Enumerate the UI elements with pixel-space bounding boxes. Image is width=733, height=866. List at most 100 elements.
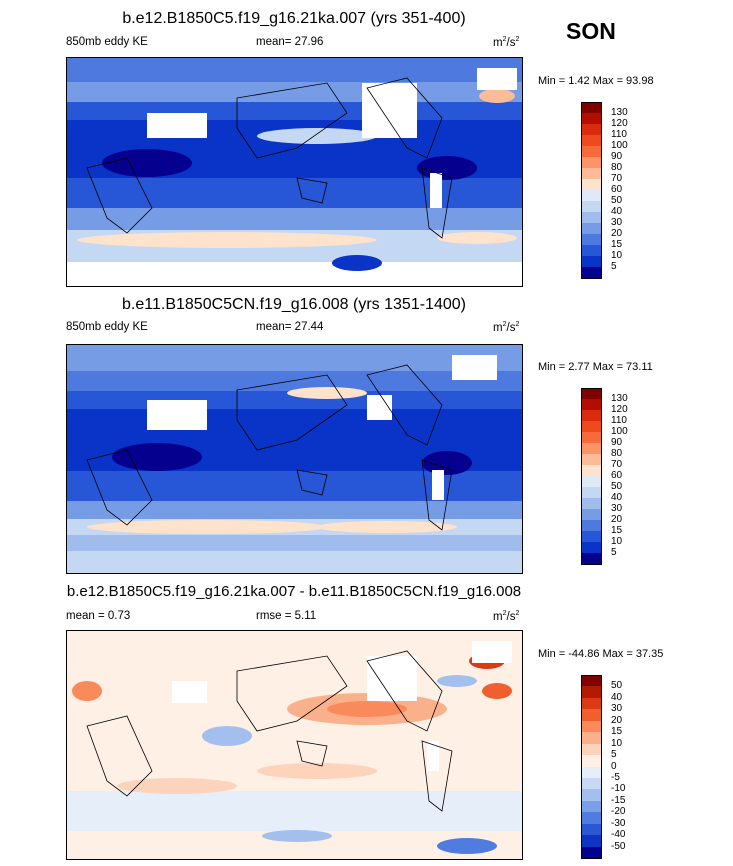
panel-1-map-field xyxy=(67,58,522,286)
colorbar-swatch xyxy=(581,766,602,779)
colorbar-swatch xyxy=(581,124,602,136)
colorbar-swatch xyxy=(581,487,602,499)
colorbar-swatch xyxy=(581,732,602,745)
colorbar-tick-label: 30 xyxy=(611,703,623,715)
colorbar-swatch xyxy=(581,520,602,532)
colorbar-swatch xyxy=(581,509,602,521)
panel-2-map xyxy=(66,344,523,574)
colorbar-tick-label: 15 xyxy=(611,239,623,250)
colorbar-swatch xyxy=(581,410,602,422)
colorbar-swatch xyxy=(581,421,602,433)
colorbar-swatch xyxy=(581,846,602,859)
colorbar-tick-label: 130 xyxy=(611,107,628,118)
colorbar-tick-label: 90 xyxy=(611,437,623,448)
colorbar-swatch xyxy=(581,113,602,125)
panel-1-map xyxy=(66,57,523,287)
season-label: SON xyxy=(566,18,616,44)
colorbar-tick-label: 50 xyxy=(611,680,623,692)
colorbar-tick-label: 5 xyxy=(611,547,617,558)
colorbar-swatch xyxy=(581,553,602,565)
colorbar-swatch xyxy=(581,256,602,268)
colorbar-swatch xyxy=(581,789,602,802)
colorbar-tick-label: -30 xyxy=(611,817,626,829)
colorbar-swatch xyxy=(581,812,602,825)
colorbar-swatch xyxy=(581,146,602,158)
panel-3-map xyxy=(66,630,523,860)
colorbar-swatch xyxy=(581,709,602,722)
panel-3-units: m2/s2 xyxy=(493,610,520,623)
panel-1-variable-label: 850mb eddy KE xyxy=(66,36,148,48)
colorbar-tick-label: 5 xyxy=(611,261,617,272)
colorbar-tick-label: 20 xyxy=(611,714,623,726)
panel-2-minmax: Min = 2.77 Max = 73.11 xyxy=(538,361,653,373)
colorbar-tick-label: -40 xyxy=(611,829,626,841)
colorbar-tick-label: 90 xyxy=(611,151,623,162)
colorbar-tick-label: 30 xyxy=(611,217,623,228)
colorbar-swatch xyxy=(581,675,602,687)
colorbar-tick-label: 15 xyxy=(611,525,623,536)
panel-3-mean-label: mean = 0.73 xyxy=(66,610,131,622)
colorbar-swatch xyxy=(581,245,602,257)
colorbar-swatch xyxy=(581,443,602,455)
colorbar-swatch xyxy=(581,432,602,444)
colorbar-swatch xyxy=(581,697,602,710)
colorbar-swatch xyxy=(581,800,602,813)
colorbar-tick-label: 30 xyxy=(611,503,623,514)
panel-3-minmax: Min = -44.86 Max = 37.35 xyxy=(538,648,664,660)
colorbar-tick-label: -50 xyxy=(611,840,626,852)
colorbar-tick-label: 60 xyxy=(611,184,623,195)
colorbar-tick-label: 15 xyxy=(611,726,623,738)
colorbar-swatch xyxy=(581,399,602,411)
colorbar-swatch xyxy=(581,686,602,699)
panel-1-colorbar: 130 120 110 100 90 80 70 60 50 40 30 20 15 10 5 xyxy=(581,102,641,279)
panel-2-title: b.e11.B1850C5CN.f19_g16.008 (yrs 1351-14… xyxy=(122,296,466,313)
colorbar-tick-label: 70 xyxy=(611,459,623,470)
colorbar-tick-label: 0 xyxy=(611,760,617,772)
colorbar-swatch xyxy=(581,498,602,510)
colorbar-tick-label: 100 xyxy=(611,426,628,437)
panel-1-minmax: Min = 1.42 Max = 93.98 xyxy=(538,75,654,87)
colorbar-tick-label: -5 xyxy=(611,771,620,783)
colorbar-swatch xyxy=(581,454,602,466)
colorbar-tick-label: 40 xyxy=(611,492,623,503)
panel-3-colorbar: 50 40 30 20 15 10 5 0 -5 -10 -15 -20 -30 -40 -50 xyxy=(581,675,641,859)
colorbar-tick-label: -20 xyxy=(611,806,626,818)
colorbar-swatch xyxy=(581,542,602,554)
colorbar-swatch xyxy=(581,190,602,202)
colorbar-tick-label: 70 xyxy=(611,173,623,184)
colorbar-swatch xyxy=(581,835,602,848)
colorbar-tick-label: 20 xyxy=(611,514,623,525)
colorbar-swatch xyxy=(581,531,602,543)
colorbar-swatch xyxy=(581,823,602,836)
colorbar-tick-label: 80 xyxy=(611,448,623,459)
colorbar-tick-label: 110 xyxy=(611,129,627,140)
panel-2-map-field xyxy=(67,345,522,573)
panel-3-rmse-label: rmse = 5.11 xyxy=(256,610,317,622)
colorbar-tick-label: 10 xyxy=(611,250,623,261)
panel-2-mean-label: mean= 27.44 xyxy=(256,321,324,333)
panel-2-variable-label: 850mb eddy KE xyxy=(66,321,148,333)
panel-3-map-field xyxy=(67,631,522,859)
colorbar-swatch xyxy=(581,135,602,147)
colorbar-swatch xyxy=(581,157,602,169)
colorbar-swatch xyxy=(581,234,602,246)
colorbar-tick-label: 10 xyxy=(611,536,623,547)
colorbar-tick-label: 120 xyxy=(611,118,628,129)
colorbar-swatch xyxy=(581,168,602,180)
colorbar-swatch xyxy=(581,102,602,114)
colorbar-swatch xyxy=(581,720,602,733)
colorbar-tick-label: 40 xyxy=(611,206,623,217)
panel-3-title: b.e12.B1850C5.f19_g16.21ka.007 - b.e11.B… xyxy=(66,583,522,600)
colorbar-tick-label: 40 xyxy=(611,691,623,703)
colorbar-swatch xyxy=(581,179,602,191)
panel-2-colorbar: 130 120 110 100 90 80 70 60 50 40 30 20 15 10 5 xyxy=(581,388,641,565)
colorbar-swatch xyxy=(581,755,602,767)
colorbar-tick-label: 130 xyxy=(611,393,628,404)
colorbar-tick-label: 110 xyxy=(611,415,627,426)
colorbar-tick-label: 50 xyxy=(611,195,623,206)
colorbar-tick-label: 120 xyxy=(611,404,628,415)
colorbar-tick-label: -15 xyxy=(611,794,626,806)
colorbar-tick-label: 10 xyxy=(611,737,623,749)
panel-1-title: b.e12.B1850C5.f19_g16.21ka.007 (yrs 351-… xyxy=(122,10,466,27)
colorbar-tick-label: 20 xyxy=(611,228,623,239)
